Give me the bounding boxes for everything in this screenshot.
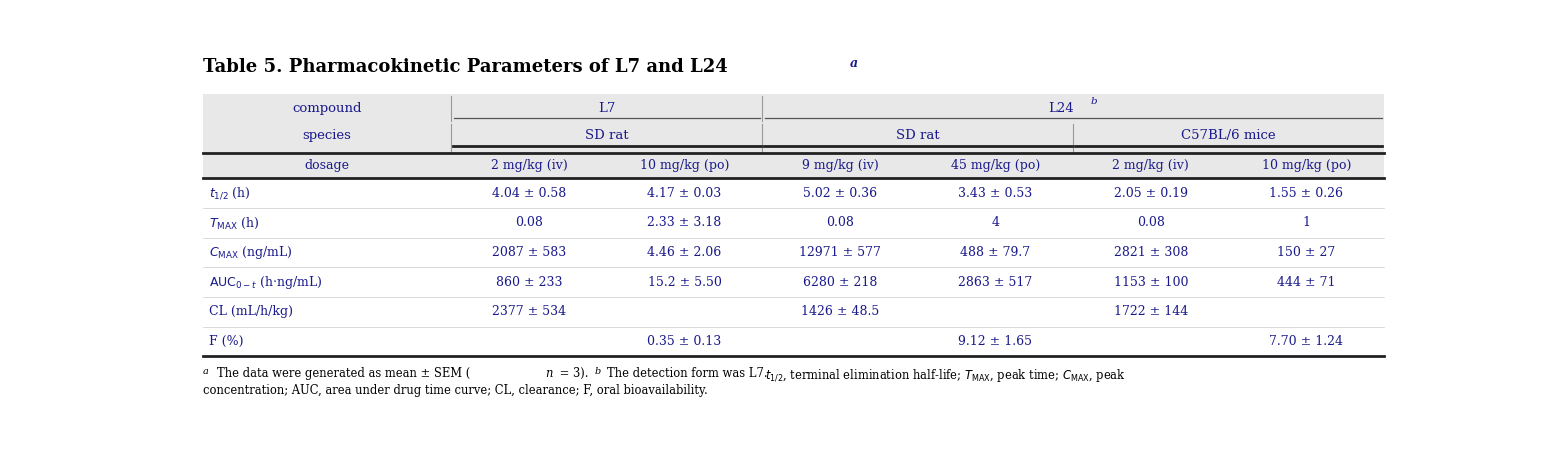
Text: $t_{1/2}$, terminal elimination half-life; $T_{\mathrm{MAX}}$, peak time; $C_{\m: $t_{1/2}$, terminal elimination half-lif… <box>765 367 1125 383</box>
Text: concentration; AUC, area under drug time curve; CL, clearance; F, oral bioavaila: concentration; AUC, area under drug time… <box>203 384 707 397</box>
Text: The data were generated as mean ± SEM (: The data were generated as mean ± SEM ( <box>217 367 471 380</box>
Text: $T_{\mathrm{MAX}}$ (h): $T_{\mathrm{MAX}}$ (h) <box>209 216 260 230</box>
Text: 1153 ± 100: 1153 ± 100 <box>1113 276 1187 289</box>
Text: 10 mg/kg (po): 10 mg/kg (po) <box>1262 159 1351 171</box>
Text: 488 ± 79.7: 488 ± 79.7 <box>960 246 1031 259</box>
Text: L24: L24 <box>1048 102 1074 115</box>
Text: L7: L7 <box>598 102 616 115</box>
Text: CL (mL/h/kg): CL (mL/h/kg) <box>209 306 293 318</box>
Text: 3.43 ± 0.53: 3.43 ± 0.53 <box>958 187 1033 200</box>
Text: F (%): F (%) <box>209 335 243 348</box>
Text: 1: 1 <box>1302 216 1310 230</box>
Text: = 3).: = 3). <box>556 367 593 380</box>
Text: 2.05 ± 0.19: 2.05 ± 0.19 <box>1115 187 1187 200</box>
Text: 9 mg/kg (iv): 9 mg/kg (iv) <box>802 159 878 171</box>
Text: 0.08: 0.08 <box>1136 216 1164 230</box>
Text: n: n <box>545 367 553 380</box>
Text: 150 ± 27: 150 ± 27 <box>1277 246 1336 259</box>
Text: Table 5. Pharmacokinetic Parameters of L7 and L24: Table 5. Pharmacokinetic Parameters of L… <box>203 58 728 76</box>
Text: 45 mg/kg (po): 45 mg/kg (po) <box>950 159 1040 171</box>
Text: 0.35 ± 0.13: 0.35 ± 0.13 <box>647 335 721 348</box>
Text: b: b <box>1090 97 1098 106</box>
Text: 2.33 ± 3.18: 2.33 ± 3.18 <box>647 216 721 230</box>
Text: species: species <box>303 129 351 142</box>
Text: 2821 ± 308: 2821 ± 308 <box>1113 246 1187 259</box>
Text: 9.12 ± 1.65: 9.12 ± 1.65 <box>958 335 1033 348</box>
Text: 7.70 ± 1.24: 7.70 ± 1.24 <box>1269 335 1344 348</box>
Text: 2863 ± 517: 2863 ± 517 <box>958 276 1033 289</box>
Text: 2377 ± 534: 2377 ± 534 <box>492 306 567 318</box>
Text: 5.02 ± 0.36: 5.02 ± 0.36 <box>803 187 878 200</box>
Text: dosage: dosage <box>305 159 350 171</box>
Text: $\mathrm{AUC}_{0-t}$ (h$\cdot$ng/mL): $\mathrm{AUC}_{0-t}$ (h$\cdot$ng/mL) <box>209 274 324 291</box>
Text: 1426 ± 48.5: 1426 ± 48.5 <box>800 306 879 318</box>
Text: SD rat: SD rat <box>896 129 940 142</box>
Bar <box>203 180 1384 358</box>
Text: 1.55 ± 0.26: 1.55 ± 0.26 <box>1269 187 1344 200</box>
Text: compound: compound <box>293 102 362 115</box>
Text: 4.46 ± 2.06: 4.46 ± 2.06 <box>647 246 721 259</box>
Text: 15.2 ± 5.50: 15.2 ± 5.50 <box>647 276 721 289</box>
Text: 860 ± 233: 860 ± 233 <box>495 276 562 289</box>
Text: 2 mg/kg (iv): 2 mg/kg (iv) <box>491 159 568 171</box>
Text: $C_{\mathrm{MAX}}$ (ng/mL): $C_{\mathrm{MAX}}$ (ng/mL) <box>209 244 293 261</box>
Text: b: b <box>594 367 601 376</box>
Text: 0.08: 0.08 <box>827 216 854 230</box>
Text: SD rat: SD rat <box>585 129 628 142</box>
Bar <box>203 94 1384 358</box>
Text: 2 mg/kg (iv): 2 mg/kg (iv) <box>1113 159 1189 171</box>
Text: 4.04 ± 0.58: 4.04 ± 0.58 <box>492 187 567 200</box>
Text: 10 mg/kg (po): 10 mg/kg (po) <box>639 159 729 171</box>
Text: C57BL/6 mice: C57BL/6 mice <box>1181 129 1276 142</box>
Text: 0.08: 0.08 <box>515 216 543 230</box>
Text: 4: 4 <box>991 216 1000 230</box>
Text: a: a <box>850 57 858 70</box>
Text: The detection form was L7.: The detection form was L7. <box>607 367 771 380</box>
Text: $t_{1/2}$ (h): $t_{1/2}$ (h) <box>209 185 251 201</box>
Text: a: a <box>203 367 209 376</box>
Text: 4.17 ± 0.03: 4.17 ± 0.03 <box>647 187 721 200</box>
Text: 1722 ± 144: 1722 ± 144 <box>1113 306 1187 318</box>
Text: 12971 ± 577: 12971 ± 577 <box>799 246 881 259</box>
Text: 2087 ± 583: 2087 ± 583 <box>492 246 567 259</box>
Text: 6280 ± 218: 6280 ± 218 <box>803 276 878 289</box>
Text: 444 ± 71: 444 ± 71 <box>1277 276 1336 289</box>
